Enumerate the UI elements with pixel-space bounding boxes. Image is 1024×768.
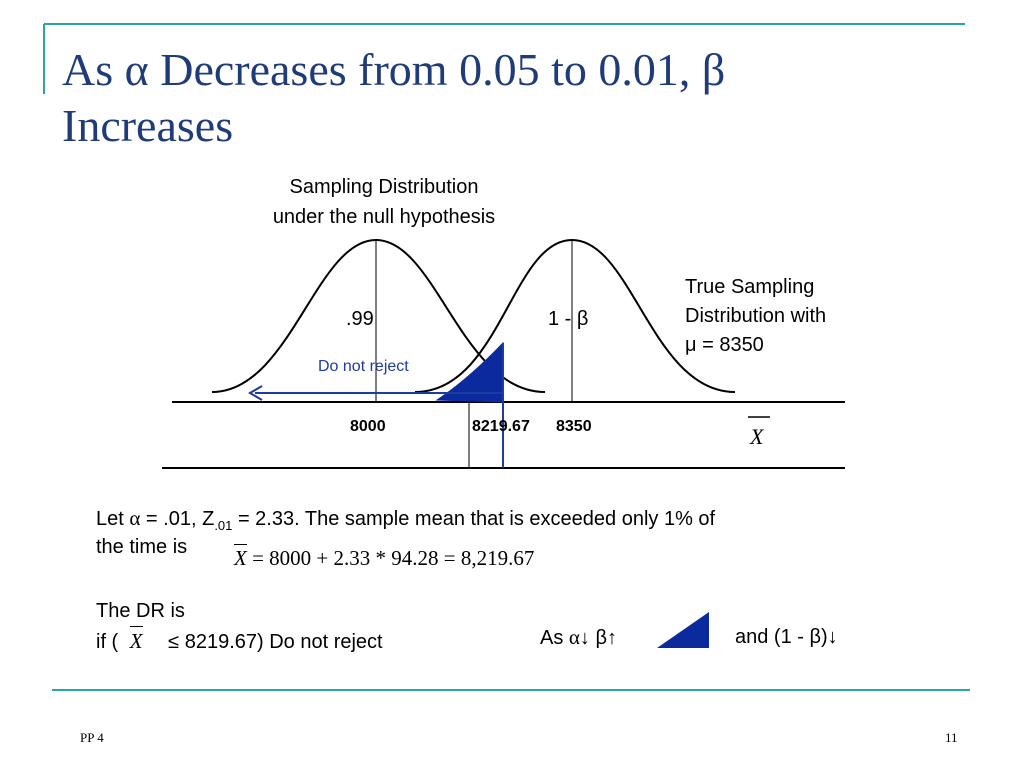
arrow-head-icon (248, 385, 263, 401)
if-suffix: ≤ 8219.67) Do not reject (168, 631, 383, 653)
as-prefix: As (540, 627, 569, 649)
if-x-bar: X (129, 626, 143, 654)
beta-up: β↑ (589, 627, 617, 649)
tick-label-8350: 8350 (556, 418, 592, 435)
let-middle: = .01, Z (140, 508, 215, 530)
alpha-beta-relation: As α↓ β↑ (540, 624, 617, 651)
let-prefix: Let (96, 508, 130, 530)
z-subscript: .01 (214, 518, 233, 533)
slide-title: As α Decreases from 0.05 to 0.01, β Incr… (62, 42, 962, 154)
null-distribution-caption: Sampling Distribution under the null hyp… (234, 172, 534, 232)
power-region-label: 1 - β (548, 308, 589, 330)
null-caption-line-2: under the null hypothesis (272, 206, 496, 228)
title-line-2: Increases (62, 100, 234, 151)
true-caption-line-2: Distribution with (685, 305, 827, 327)
as-alpha: α (568, 625, 580, 649)
power-decrease-text: and (1 - β)↓ (735, 626, 838, 648)
formula-x-bar: X (234, 544, 247, 571)
critical-value-formula: X = 8000 + 2.33 * 94.28 = 8,219.67 (234, 544, 535, 571)
page-number: 11 (945, 730, 958, 745)
alpha-down-arrow: ↓ (579, 627, 590, 649)
tick-label-8000: 8000 (350, 418, 386, 435)
beta-triangle-icon (657, 612, 709, 648)
let-alpha-statement: Let α = .01, Z.01 = 2.33. The sample mea… (96, 505, 715, 539)
null-caption-line-1: Sampling Distribution (289, 176, 479, 198)
axis-x-symbol: X (749, 424, 765, 449)
if-prefix: if ( (96, 631, 119, 653)
if-x: X (129, 629, 143, 653)
let-alpha-symbol: α (129, 506, 141, 530)
let-suffix: = 2.33. The sample mean that is exceeded… (232, 508, 716, 530)
true-distribution-caption: True Sampling Distribution with μ = 8350 (685, 273, 895, 360)
dr-text: The DR is (96, 600, 185, 622)
time-is-text: the time is (96, 536, 188, 558)
tick-label-critical: 8219.67 (472, 418, 530, 435)
null-region-label: .99 (346, 308, 374, 330)
footer-label: PP 4 (80, 730, 104, 745)
formula-rest: = 8000 + 2.33 * 94.28 = 8,219.67 (246, 546, 535, 570)
true-caption-line-1: True Sampling (685, 276, 815, 298)
title-line-1: As α Decreases from 0.05 to 0.01, β (62, 44, 726, 95)
true-caption-line-3: μ = 8350 (685, 334, 764, 356)
formula-x: X (234, 546, 247, 570)
do-not-reject-label: Do not reject (318, 358, 409, 375)
decision-rule-text: if ( X ≤ 8219.67) Do not reject (96, 626, 383, 655)
